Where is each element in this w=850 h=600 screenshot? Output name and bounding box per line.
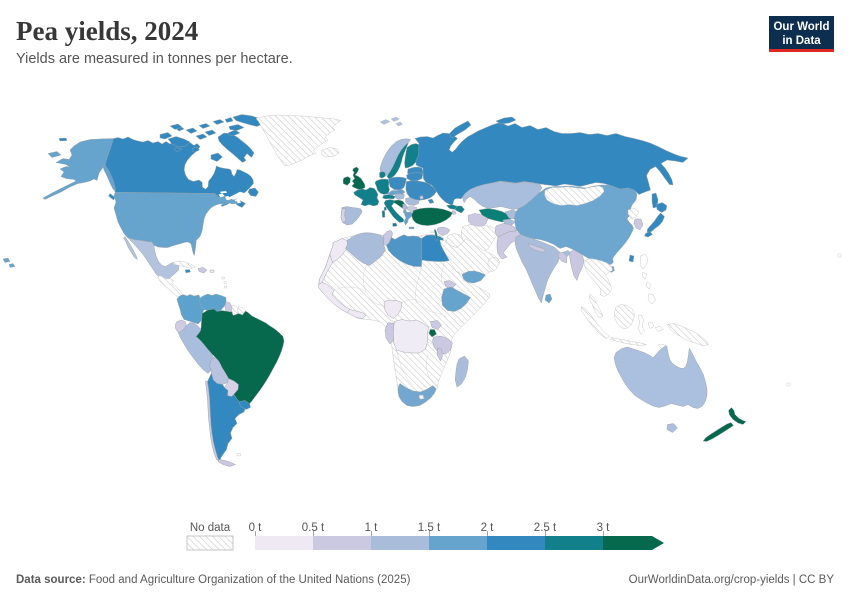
svg-text:0.5 t: 0.5 t xyxy=(302,522,325,534)
svg-text:3 t: 3 t xyxy=(597,522,611,534)
svg-text:1.5 t: 1.5 t xyxy=(418,522,441,534)
svg-text:No data: No data xyxy=(190,522,231,534)
svg-text:0 t: 0 t xyxy=(249,522,263,534)
svg-text:2 t: 2 t xyxy=(481,522,495,534)
svg-text:2.5 t: 2.5 t xyxy=(534,522,557,534)
svg-text:1 t: 1 t xyxy=(365,522,379,534)
